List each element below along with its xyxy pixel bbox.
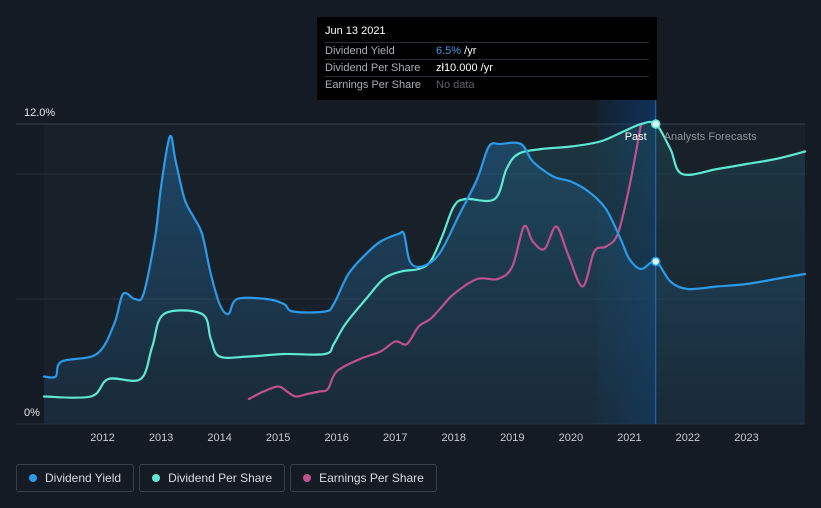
legend-label: Earnings Per Share [319,471,424,485]
tooltip-row-label: Dividend Per Share [325,62,421,74]
hover-markers [650,119,661,267]
x-tick-label: 2023 [734,432,758,444]
tooltip: Jun 13 2021 Dividend Yield 6.5% /yr Divi… [317,17,657,100]
dividend-per-share-marker [650,119,661,129]
tooltip-date: Jun 13 2021 [325,25,386,37]
tooltip-row-value: zł10.000 /yr [436,60,493,76]
x-tick-label: 2014 [207,432,231,444]
x-tick-label: 2019 [500,432,524,444]
series-areas [44,121,805,425]
dividend-per-share-area [44,121,805,425]
forecast-label: Analysts Forecasts [664,131,757,143]
x-tick-label: 2020 [559,432,583,444]
tooltip-dps-value: zł10.000 [436,62,478,74]
tooltip-row-label: Dividend Yield [325,45,395,57]
tooltip-yield-value: 6.5% [436,45,462,57]
dividend-yield-marker [650,256,661,267]
legend-label: Dividend Per Share [168,471,273,485]
x-tick-label: 2022 [676,432,700,444]
legend-dividend-yield[interactable]: Dividend Yield [16,464,135,492]
y-axis-label-top: 12.0% [24,107,55,119]
x-tick-label: 2015 [266,432,290,444]
y-axis-label-bottom: 0% [24,407,40,419]
tooltip-eps-value: No data [436,79,475,91]
legend-earnings-per-share[interactable]: Earnings Per Share [290,464,437,492]
legend-dot-icon [152,474,161,482]
tooltip-yield-unit: /yr [461,45,477,57]
x-axis-ticks: 2012 2013 2014 2015 2016 2017 2018 2019 2020 2021… [90,432,758,444]
legend-dividend-per-share[interactable]: Dividend Per Share [139,464,286,492]
x-tick-label: 2013 [149,432,173,444]
legend-dot-icon [303,474,312,482]
legend-label: Dividend Yield [45,471,122,485]
x-tick-label: 2018 [442,432,466,444]
past-label: Past [625,131,647,143]
legend: Dividend Yield Dividend Per Share Earnin… [16,464,437,492]
dividend-yield-line [42,134,807,379]
x-tick-label: 2012 [90,432,114,444]
x-tick-label: 2017 [383,432,407,444]
legend-dot-icon [29,474,37,482]
tooltip-dps-unit: /yr [477,62,493,74]
tooltip-row-dividend-per-share: Dividend Per Share zł10.000 /yr [325,59,649,76]
tooltip-row-earnings-per-share: Earnings Per Share No data [325,76,649,93]
x-tick-label: 2016 [324,432,348,444]
tooltip-row-value: 6.5% /yr [436,43,476,59]
earnings-per-share-line [247,122,643,401]
x-tick-label: 2021 [617,432,641,444]
tooltip-row-dividend-yield: Dividend Yield 6.5% /yr [325,42,649,59]
tooltip-row-label: Earnings Per Share [325,79,421,91]
